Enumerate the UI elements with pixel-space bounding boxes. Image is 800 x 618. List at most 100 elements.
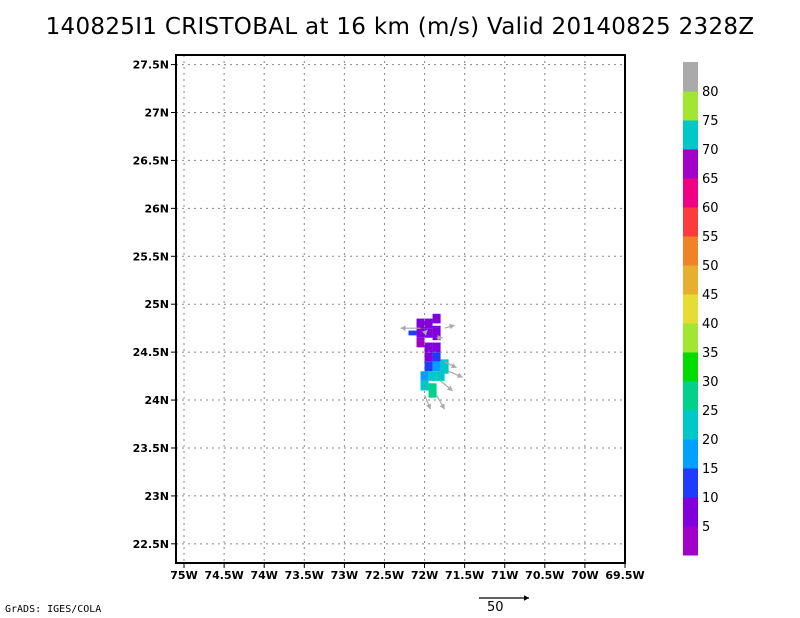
colorbar-segment — [683, 352, 698, 382]
colorbar-label: 40 — [702, 317, 719, 332]
y-tick-label: 22.5N — [133, 538, 169, 551]
arrow-head — [456, 372, 463, 378]
colorbar-segment — [683, 410, 698, 440]
colorbar-label: 45 — [702, 288, 719, 303]
x-tick-label: 74W — [250, 569, 277, 582]
x-tick-label: 75W — [170, 569, 197, 582]
shaded-cell — [436, 371, 445, 381]
colorbar-label: 5 — [702, 520, 710, 535]
colorbar-label: 15 — [702, 462, 719, 477]
arrow-head — [439, 403, 445, 410]
colorbar-segment — [683, 323, 698, 353]
arrow-head — [437, 334, 443, 341]
x-axis: 75W 74.5W 74W 73.5W 73W 72.5W 72W 71.5W 71W 70.5W… — [170, 563, 645, 582]
arrow-head — [524, 595, 529, 601]
reference-vector — [479, 595, 529, 601]
colorbar-segment — [683, 439, 698, 469]
x-tick-label: 74.5W — [204, 569, 243, 582]
colorbar-segment — [683, 294, 698, 324]
wind-vectors — [400, 323, 463, 410]
shaded-cell — [420, 371, 429, 381]
arrow-head — [426, 403, 432, 410]
x-tick-label: 73W — [331, 569, 358, 582]
y-tick-label: 27.5N — [133, 59, 169, 72]
grads-credit: GrADS: IGES/COLA — [5, 604, 102, 615]
wind-vector — [436, 394, 446, 410]
colorbar-segment — [683, 178, 698, 208]
x-tick-label: 71.5W — [445, 569, 484, 582]
colorbar-label: 25 — [702, 404, 719, 419]
y-tick-label: 23N — [144, 490, 169, 503]
y-tick-label: 26.5N — [133, 154, 169, 167]
shaded-cell — [440, 359, 449, 374]
colorbar-segment — [683, 468, 698, 498]
wind-vector — [440, 380, 453, 392]
chart-title: 140825I1 CRISTOBAL at 16 km (m/s) Valid … — [45, 14, 755, 40]
reference-vector-label: 50 — [487, 600, 504, 615]
arrow-head — [450, 362, 457, 368]
colorbar-label: 35 — [702, 346, 719, 361]
arrow-head — [422, 329, 428, 336]
wind-vector — [444, 361, 457, 369]
y-tick-label: 24.5N — [133, 346, 169, 359]
shaded-cell — [416, 318, 425, 329]
shaded-cell — [428, 383, 437, 398]
shaded-cell — [416, 328, 425, 338]
wind-vector — [422, 329, 428, 336]
colorbar-label: 30 — [702, 375, 719, 390]
plot-frame — [175, 54, 626, 564]
wind-vector — [448, 370, 463, 378]
colorbar-label: 20 — [702, 433, 719, 448]
x-tick-label: 72W — [411, 569, 438, 582]
shaded-cell — [432, 361, 441, 372]
x-tick-label: 72.5W — [365, 569, 404, 582]
colorbar-label: 80 — [702, 85, 719, 100]
x-tick-label: 71W — [491, 569, 518, 582]
wind-vector — [444, 323, 455, 330]
shaded-cell — [428, 371, 437, 381]
y-tick-label: 23.5N — [133, 442, 169, 455]
colorbar-label: 50 — [702, 259, 719, 274]
arrow-head — [400, 325, 406, 331]
wind-vector — [436, 334, 443, 341]
x-tick-label: 70.5W — [525, 569, 564, 582]
colorbar-segment — [683, 91, 698, 121]
shaded-cell — [424, 328, 433, 338]
shaded-cell — [424, 318, 433, 329]
shaded-cell — [424, 352, 433, 362]
grid-lines — [176, 55, 626, 563]
reference-arrow — [479, 595, 529, 601]
shaded-cell — [432, 313, 441, 324]
colorbar-segment — [683, 120, 698, 150]
y-tick-label: 27N — [144, 107, 169, 120]
x-tick-label: 73.5W — [285, 569, 324, 582]
arrow-head — [449, 323, 455, 330]
colorbar-segment — [683, 62, 698, 92]
colorbar-segment — [683, 207, 698, 237]
shaded-cell — [424, 342, 433, 353]
colorbar-label: 60 — [702, 201, 719, 216]
x-tick-label: 69.5W — [605, 569, 644, 582]
colorbar-segment — [683, 236, 698, 266]
colorbar: 5 10 15 20 25 30 35 40 45 50 55 60 65 70 75 80 — [683, 62, 719, 556]
wind-vector — [424, 395, 432, 410]
x-tick-label: 70W — [571, 569, 598, 582]
colorbar-label: 55 — [702, 230, 719, 245]
colorbar-segment — [683, 149, 698, 179]
colorbar-label: 65 — [702, 172, 719, 187]
shaded-cell — [432, 352, 441, 362]
colorbar-label: 75 — [702, 114, 719, 129]
shaded-cells — [408, 313, 449, 398]
y-axis: 22.5N 23N 23.5N 24N 24.5N 25N 25.5N 26N 26.5N 27N… — [133, 59, 176, 551]
y-tick-label: 25.5N — [133, 250, 169, 263]
shaded-cell — [416, 337, 425, 348]
shaded-cell — [432, 342, 441, 353]
shaded-cell — [424, 361, 433, 372]
arrow-head — [446, 385, 453, 391]
shaded-cell — [432, 325, 441, 341]
y-tick-label: 25N — [144, 298, 169, 311]
colorbar-label: 70 — [702, 143, 719, 158]
colorbar-segment — [683, 526, 698, 556]
colorbar-label: 10 — [702, 491, 719, 506]
